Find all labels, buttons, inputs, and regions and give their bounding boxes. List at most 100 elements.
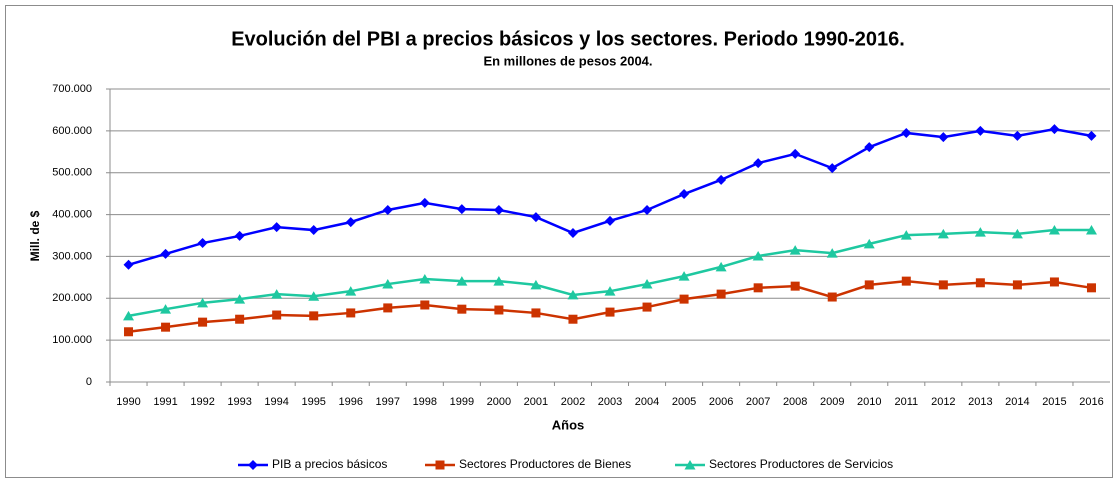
legend-label: Sectores Productores de Bienes (459, 457, 631, 471)
data-point (197, 297, 209, 308)
x-tick-label: 2002 (561, 396, 585, 408)
data-point (753, 283, 763, 293)
x-tick-label: 2016 (1079, 396, 1103, 408)
data-point (1086, 130, 1097, 141)
data-point (789, 245, 801, 255)
data-point (160, 248, 171, 259)
y-tick-label: 500.000 (52, 167, 92, 179)
data-point (531, 308, 541, 318)
y-tick-label: 600.000 (52, 125, 92, 137)
data-point (456, 276, 468, 286)
data-point (161, 322, 171, 332)
legend-label: PIB a precios básicos (272, 457, 387, 471)
data-point (605, 307, 615, 317)
x-tick-label: 1990 (116, 396, 140, 408)
data-point (937, 228, 949, 239)
x-tick-label: 1996 (338, 396, 362, 408)
legend-marker (435, 460, 445, 470)
data-point (1049, 277, 1059, 287)
data-point (974, 227, 986, 237)
data-point (790, 148, 801, 159)
data-point (938, 132, 949, 143)
data-point (716, 174, 727, 185)
data-point (272, 310, 282, 320)
data-point (419, 274, 431, 284)
data-point (715, 261, 727, 272)
data-point (790, 281, 800, 291)
data-point (345, 286, 357, 296)
data-point (642, 204, 653, 215)
data-point (567, 227, 578, 238)
data-point (900, 230, 912, 240)
data-point (975, 278, 985, 288)
data-point (827, 292, 837, 302)
x-tick-label: 1995 (301, 396, 325, 408)
data-point (864, 142, 875, 153)
y-tick-label: 0 (86, 376, 92, 388)
x-tick-label: 2009 (820, 396, 844, 408)
data-point (567, 289, 579, 300)
data-point (827, 163, 838, 174)
data-point (752, 251, 764, 261)
data-point (271, 222, 282, 233)
data-point (1011, 228, 1023, 239)
y-tick-label: 700.000 (52, 83, 92, 95)
data-point (568, 314, 578, 324)
data-point (271, 289, 283, 299)
x-tick-label: 2011 (894, 396, 918, 408)
x-tick-label: 2004 (635, 396, 659, 408)
data-point (753, 158, 764, 169)
x-tick-label: 1992 (190, 396, 214, 408)
x-tick-label: 1999 (450, 396, 474, 408)
data-point (1086, 283, 1096, 293)
data-point (346, 308, 356, 318)
data-point (1085, 225, 1097, 235)
x-axis-title: Años (552, 417, 585, 432)
data-point (123, 310, 135, 321)
legend-marker (248, 460, 258, 470)
x-tick-label: 2003 (598, 396, 622, 408)
data-point (863, 238, 875, 249)
data-point (419, 197, 430, 208)
x-tick-label: 2014 (1005, 396, 1029, 408)
data-point (494, 305, 504, 315)
x-tick-label: 2010 (857, 396, 881, 408)
y-tick-label: 200.000 (52, 292, 92, 304)
data-point (456, 204, 467, 215)
y-tick-label: 100.000 (52, 334, 92, 346)
data-point (123, 259, 134, 270)
x-tick-label: 2000 (487, 396, 511, 408)
data-point (160, 304, 172, 314)
data-point (383, 303, 393, 313)
data-point (493, 276, 505, 286)
x-tick-label: 2015 (1042, 396, 1066, 408)
x-tick-label: 2012 (931, 396, 955, 408)
x-tick-label: 2006 (709, 396, 733, 408)
data-point (234, 230, 245, 241)
data-point (308, 291, 320, 301)
data-point (197, 238, 208, 249)
x-tick-label: 2008 (783, 396, 807, 408)
y-axis-title: Mill. de $ (28, 210, 42, 261)
data-point (309, 311, 319, 321)
chart-title: Evolución del PBI a precios básicos y lo… (231, 28, 905, 50)
x-tick-label: 2007 (746, 396, 770, 408)
data-point (308, 225, 319, 236)
data-point (642, 302, 652, 312)
x-tick-label: 2005 (672, 396, 696, 408)
data-point (1012, 280, 1022, 290)
data-point (198, 317, 208, 327)
data-point (679, 189, 690, 200)
data-point (420, 300, 430, 310)
data-point (1049, 124, 1060, 135)
y-tick-label: 300.000 (52, 250, 92, 262)
data-point (901, 276, 911, 286)
x-tick-label: 1994 (264, 396, 288, 408)
data-point (605, 215, 615, 226)
data-point (1048, 225, 1060, 235)
data-point (493, 204, 504, 215)
x-tick-label: 2001 (524, 396, 548, 408)
data-point (716, 289, 726, 299)
chart-subtitle: En millones de pesos 2004. (483, 53, 652, 68)
y-tick-label: 400.000 (52, 208, 92, 220)
